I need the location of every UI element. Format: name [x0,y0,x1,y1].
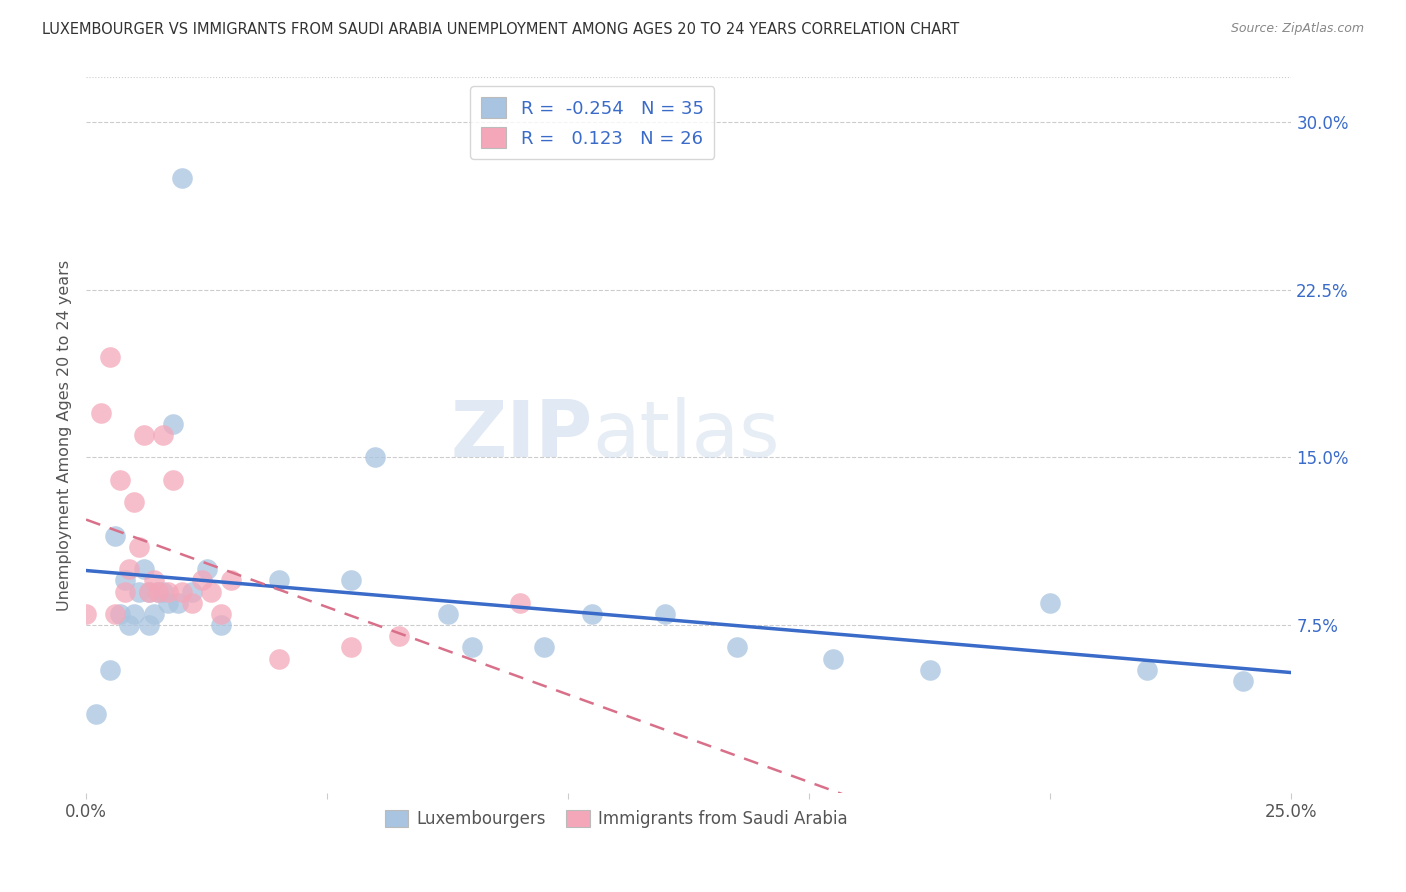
Text: atlas: atlas [592,397,780,473]
Point [162,417,184,431]
Text: ZIP: ZIP [450,397,592,473]
Point [364,450,387,465]
Point [1136,663,1159,677]
Point [581,607,603,621]
Point [108,607,131,621]
Point [436,607,458,621]
Point [509,596,531,610]
Point [90,406,112,420]
Point [114,584,136,599]
Point [461,640,484,655]
Point [157,596,180,610]
Point [118,562,141,576]
Point [138,618,160,632]
Point [200,584,222,599]
Legend: Luxembourgers, Immigrants from Saudi Arabia: Luxembourgers, Immigrants from Saudi Ara… [378,803,855,834]
Y-axis label: Unemployment Among Ages 20 to 24 years: Unemployment Among Ages 20 to 24 years [58,260,72,611]
Point [195,562,218,576]
Point [108,473,131,487]
Point [104,607,127,621]
Point [124,495,146,509]
Point [75,607,97,621]
Point [98,663,121,677]
Point [104,528,127,542]
Point [209,618,232,632]
Point [181,584,204,599]
Point [138,584,160,599]
Point [181,596,204,610]
Point [918,663,941,677]
Point [654,607,676,621]
Point [191,574,214,588]
Point [142,574,165,588]
Point [823,651,845,665]
Point [172,584,194,599]
Point [157,584,180,599]
Point [98,350,121,364]
Point [118,618,141,632]
Point [267,574,290,588]
Point [388,629,411,643]
Point [219,574,242,588]
Point [209,607,232,621]
Point [166,596,188,610]
Point [128,584,150,599]
Point [152,584,174,599]
Point [725,640,748,655]
Point [148,584,170,599]
Point [152,428,174,442]
Point [132,428,155,442]
Point [1039,596,1062,610]
Point [340,640,363,655]
Point [132,562,155,576]
Point [114,574,136,588]
Point [142,607,165,621]
Point [148,584,170,599]
Point [1232,673,1254,688]
Point [138,584,160,599]
Point [84,707,107,722]
Point [267,651,290,665]
Point [340,574,363,588]
Point [128,540,150,554]
Point [533,640,555,655]
Point [172,171,194,186]
Point [124,607,146,621]
Point [162,473,184,487]
Text: LUXEMBOURGER VS IMMIGRANTS FROM SAUDI ARABIA UNEMPLOYMENT AMONG AGES 20 TO 24 YE: LUXEMBOURGER VS IMMIGRANTS FROM SAUDI AR… [42,22,959,37]
Text: Source: ZipAtlas.com: Source: ZipAtlas.com [1230,22,1364,36]
